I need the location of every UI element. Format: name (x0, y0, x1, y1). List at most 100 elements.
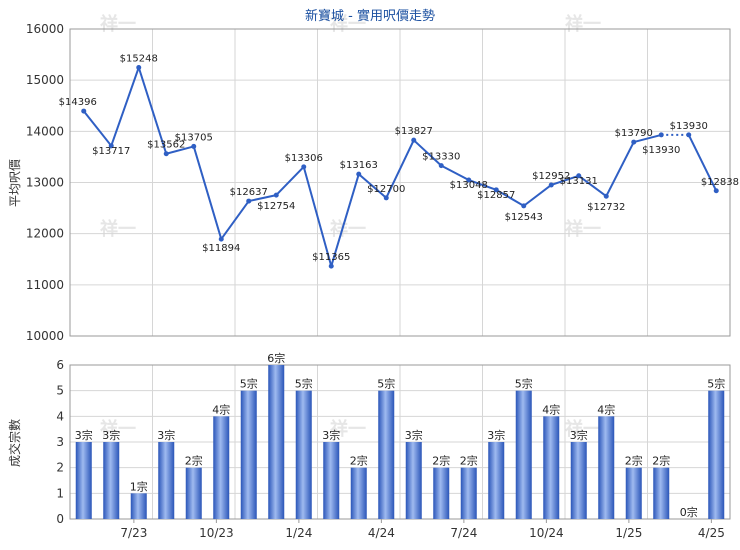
price-data-label: $13705 (175, 132, 213, 143)
price-line-segment (605, 141, 635, 197)
price-data-label: $12952 (532, 171, 570, 182)
count-bar (708, 390, 725, 519)
price-tick-label: 12000 (26, 227, 64, 241)
price-point (356, 171, 362, 177)
price-data-label: $12838 (701, 177, 739, 188)
count-data-label: 3宗 (75, 428, 93, 442)
count-bar (158, 442, 175, 519)
count-bar (185, 467, 202, 519)
count-bar (433, 467, 450, 519)
count-plot-frame (69, 364, 731, 520)
x-tick-label: 10/24 (529, 526, 564, 540)
count-bar (75, 442, 92, 519)
price-data-label: $12732 (587, 202, 625, 213)
price-axis-label: 平均呎價 (8, 159, 22, 207)
price-point (328, 263, 334, 269)
count-data-label: 3宗 (487, 428, 505, 442)
watermark-text: 祥一 (565, 418, 601, 440)
price-point (246, 198, 252, 204)
price-point (466, 177, 472, 183)
count-data-label: 0宗 (680, 505, 698, 519)
grid-layer (69, 28, 731, 523)
price-data-label: $13930 (642, 145, 680, 156)
price-tick-label: 10000 (26, 329, 64, 343)
count-data-label: 3宗 (157, 428, 175, 442)
count-data-label: 4宗 (542, 402, 560, 416)
count-data-label: 2宗 (185, 454, 203, 468)
watermark-text: 祥一 (565, 13, 601, 35)
count-data-label: 1宗 (130, 479, 148, 493)
price-line-segment (440, 164, 470, 181)
count-data-label: 3宗 (405, 428, 423, 442)
count-bar (570, 442, 587, 519)
text-layer: 新寶城 - 實用呎價走勢 平均呎價 成交宗數 10000110001200013… (7, 8, 739, 540)
price-data-label: $12857 (477, 190, 515, 201)
price-line-segment (220, 200, 250, 240)
price-point (411, 137, 417, 143)
price-line-segment (110, 67, 140, 147)
price-point (191, 143, 197, 149)
watermark-text: 祥一 (565, 218, 601, 240)
price-line-segment (385, 139, 415, 199)
count-bar (543, 416, 560, 519)
count-tick-label: 2 (56, 461, 64, 475)
count-bar (213, 416, 230, 519)
count-data-label: 4宗 (597, 402, 615, 416)
price-data-label: $13131 (560, 176, 598, 187)
price-data-label: $13790 (615, 128, 653, 139)
price-point (713, 188, 719, 194)
price-line-segment (302, 166, 333, 267)
price-data-label: $11894 (202, 243, 240, 254)
x-tick-label: 7/24 (450, 526, 477, 540)
price-data-label: $11365 (312, 252, 350, 263)
price-data-label: $13717 (92, 146, 130, 157)
watermark-text: 祥一 (100, 418, 136, 440)
price-line-segment (523, 184, 552, 207)
count-bar (240, 390, 257, 519)
price-line-segment (137, 67, 168, 155)
price-data-label: $12700 (367, 184, 405, 195)
x-tick-label: 4/24 (368, 526, 395, 540)
count-tick-label: 1 (56, 486, 64, 500)
price-point (603, 193, 609, 199)
watermark-text: 祥一 (100, 13, 136, 35)
price-point (631, 139, 637, 145)
chart-title: 新寶城 - 實用呎價走勢 (305, 8, 435, 24)
price-point (273, 192, 279, 198)
price-line-segment (82, 110, 113, 147)
price-line-segment (358, 173, 387, 199)
count-data-label: 6宗 (267, 351, 285, 365)
count-tick-label: 0 (56, 512, 64, 526)
price-line-segment (165, 145, 195, 155)
price-line-segment (550, 174, 580, 186)
price-data-label: $13048 (450, 180, 488, 191)
price-tick-label: 15000 (26, 73, 64, 87)
x-tick-label: 7/23 (120, 526, 147, 540)
price-data-label: $13930 (670, 121, 708, 132)
price-point (108, 143, 114, 149)
count-data-label: 5宗 (707, 377, 725, 391)
count-bar (625, 467, 642, 519)
count-bar (460, 467, 477, 519)
count-data-label: 4宗 (212, 402, 230, 416)
count-bar (405, 442, 422, 519)
x-tick-label: 4/25 (698, 526, 725, 540)
price-tick-label: 11000 (26, 278, 64, 292)
price-data-label: $12754 (257, 201, 295, 212)
price-point (438, 163, 444, 169)
x-tick-label: 1/25 (615, 526, 642, 540)
price-tick-label: 14000 (26, 124, 64, 138)
count-bar (268, 365, 285, 519)
price-data-label: $14396 (59, 97, 97, 108)
watermark-text: 祥一 (330, 418, 366, 440)
count-data-label: 2宗 (432, 454, 450, 468)
price-data-label: $15248 (120, 53, 158, 64)
count-data-label: 3宗 (322, 428, 340, 442)
price-data-label: $12543 (505, 212, 543, 223)
price-point (548, 182, 554, 188)
price-line-segment (248, 194, 277, 203)
price-point (576, 173, 582, 179)
count-tick-label: 5 (56, 384, 64, 398)
